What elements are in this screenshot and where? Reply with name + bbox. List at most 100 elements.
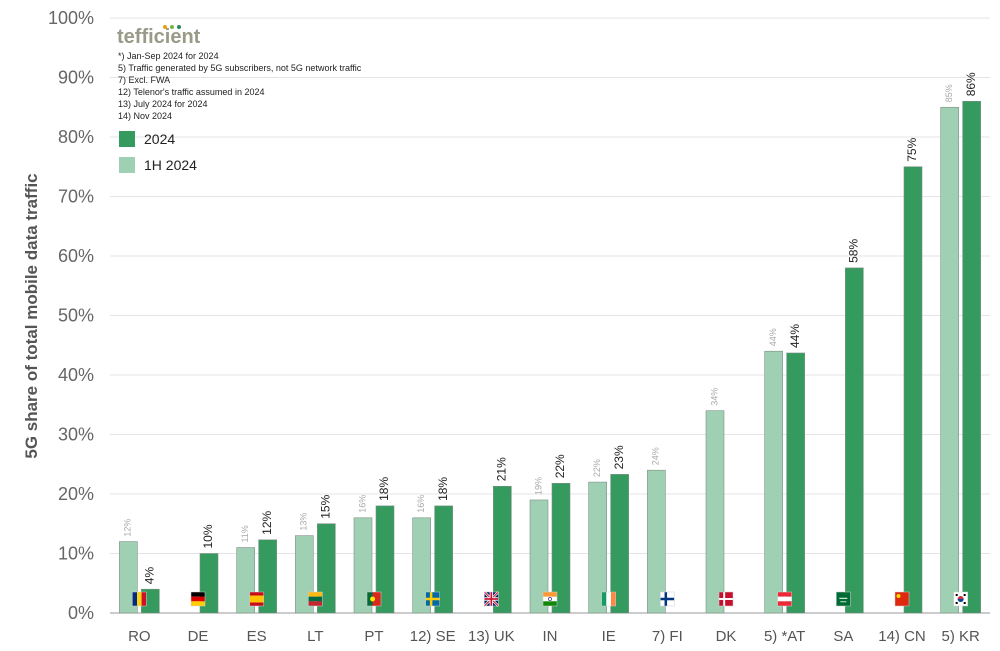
data-label-1h2024: 85% (944, 84, 954, 102)
gridlines (110, 17, 990, 614)
y-tick-label: 80% (58, 127, 94, 147)
bar-1h2024 (588, 481, 607, 614)
bar-1h2024 (529, 499, 549, 614)
data-label-2024: 10% (201, 524, 215, 548)
flag-dk-icon (718, 591, 734, 607)
x-category-label: 14) CN (878, 628, 926, 645)
bar-2024 (962, 101, 981, 614)
legend-label-1h2024: 1H 2024 (144, 157, 197, 173)
legend-label-2024: 2024 (144, 131, 175, 147)
bar-2024 (845, 267, 864, 614)
data-label-2024: 75% (905, 137, 919, 161)
logo: tefficient (117, 25, 201, 48)
x-category-label: DE (188, 628, 209, 645)
x-category-label: 12) SE (410, 628, 456, 645)
bar-2024 (375, 505, 395, 614)
data-label-2024: 4% (143, 567, 157, 585)
footnote: 14) Nov 2024 (118, 111, 172, 121)
x-category-label: IE (602, 628, 616, 645)
data-label-1h2024: 22% (592, 459, 602, 477)
bar-2024 (903, 166, 923, 614)
flag-de-icon (190, 591, 206, 607)
bar-1h2024 (412, 517, 431, 614)
flag-ro-icon (132, 591, 147, 607)
data-label-1h2024: 12% (123, 519, 133, 537)
bar-1h2024 (353, 517, 373, 614)
bar-2024 (317, 523, 336, 614)
data-label-1h2024: 11% (240, 525, 250, 542)
bar-2024 (610, 474, 629, 614)
flag-in-icon (542, 591, 558, 607)
flag-cn-icon (894, 591, 910, 607)
logo-dot (170, 25, 174, 29)
y-tick-label: 30% (58, 425, 94, 445)
flag-pt-icon (366, 591, 382, 607)
data-label-2024: 22% (553, 454, 567, 478)
y-tick-label: 100% (48, 8, 94, 28)
x-category-label: 13) UK (468, 628, 515, 645)
data-label-1h2024: 44% (768, 328, 778, 346)
x-category-label: LT (307, 628, 323, 645)
data-label-2024: 12% (260, 510, 274, 534)
flag-uk-icon (483, 591, 500, 607)
x-category-label: 5) KR (941, 628, 980, 645)
legend-swatch-2024 (119, 131, 135, 147)
y-tick-label: 90% (58, 68, 94, 88)
x-category-label: ES (247, 628, 267, 645)
data-label-2024: 21% (495, 457, 509, 481)
y-axis-label: 5G share of total mobile data traffic (22, 173, 41, 458)
footnote: 7) Excl. FWA (118, 75, 170, 85)
x-axis-categories: RO DE ES LT PT 12) SE 13) UK IN IE 7) FI DK 5) *AT S… (128, 628, 980, 645)
y-tick-label: 70% (58, 187, 94, 207)
y-tick-label: 20% (58, 484, 94, 504)
flag-lt-icon (308, 591, 323, 607)
bars: 12% 4% 10% 11% 12% 13% 15% 16% 18% 16% 18% 21% 19% 22… (119, 72, 981, 614)
data-label-2024: 15% (319, 494, 333, 518)
flag-sa-icon (836, 591, 851, 607)
bar-2024 (786, 352, 805, 614)
flag-fi-icon (660, 591, 675, 607)
data-label-2024: 58% (847, 239, 861, 263)
y-tick-label: 40% (58, 365, 94, 385)
logo-dot (177, 25, 181, 29)
x-category-label: RO (128, 628, 151, 645)
legend-swatch-1h2024 (119, 157, 135, 173)
data-label-2024: 86% (964, 72, 978, 96)
data-label-2024: 23% (612, 445, 626, 469)
flags (132, 591, 968, 607)
data-label-2024: 44% (788, 324, 802, 348)
data-label-2024: 18% (377, 477, 391, 501)
flag-es-icon (249, 591, 264, 607)
legend: 2024 1H 2024 (119, 131, 197, 173)
x-category-label: DK (716, 628, 737, 645)
data-label-1h2024: 34% (709, 388, 719, 406)
x-category-label: SA (833, 628, 853, 645)
x-category-label: 5) *AT (764, 628, 805, 645)
logo-dot (163, 25, 167, 29)
footnote: *) Jan-Sep 2024 for 2024 (118, 51, 219, 61)
y-tick-label: 10% (58, 544, 94, 564)
data-label-1h2024: 16% (416, 495, 426, 513)
data-label-1h2024: 19% (533, 477, 543, 495)
logo-text: tefficient (117, 26, 201, 48)
footnote: 5) Traffic generated by 5G subscribers, … (118, 63, 362, 73)
flag-se-icon (425, 591, 440, 607)
flag-kr-icon (953, 591, 968, 607)
y-axis-ticks: 0% 10% 20% 30% 40% 50% 60% 70% 80% 90% 100% (48, 8, 94, 623)
footnote: 12) Telenor's traffic assumed in 2024 (118, 87, 264, 97)
data-label-2024: 18% (436, 477, 450, 501)
x-category-label: IN (543, 628, 558, 645)
y-tick-label: 60% (58, 246, 94, 266)
bar-1h2024 (705, 410, 725, 614)
bar-1h2024 (940, 106, 959, 614)
data-label-1h2024: 16% (357, 495, 367, 513)
y-tick-label: 50% (58, 306, 94, 326)
flag-ie-icon (601, 591, 616, 607)
x-category-label: 7) FI (652, 628, 683, 645)
x-category-label: PT (364, 628, 383, 645)
data-label-1h2024: 13% (299, 513, 309, 531)
bar-2024 (493, 485, 512, 614)
footnote: 13) July 2024 for 2024 (118, 99, 208, 109)
flag-at-icon (777, 591, 792, 607)
